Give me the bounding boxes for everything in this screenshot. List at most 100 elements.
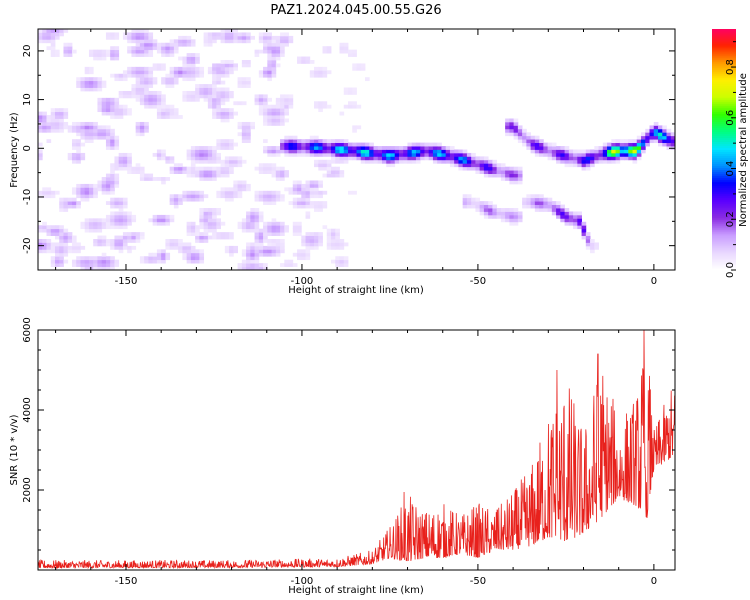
heat-cell bbox=[216, 221, 222, 226]
heat-cell bbox=[131, 239, 137, 243]
heat-cell bbox=[216, 156, 222, 161]
colorbar-step bbox=[712, 221, 736, 225]
heat-cell bbox=[195, 194, 200, 199]
heat-cell bbox=[250, 263, 255, 267]
heat-cell bbox=[38, 242, 43, 247]
heat-cell bbox=[50, 194, 56, 199]
heat-cell bbox=[335, 152, 340, 157]
heat-cell bbox=[46, 128, 52, 133]
heat-cell bbox=[369, 159, 374, 164]
heat-cell bbox=[199, 190, 205, 195]
heat-cell bbox=[156, 94, 162, 99]
heat-cell bbox=[224, 156, 230, 161]
heat-cell bbox=[127, 163, 132, 168]
heat-cell bbox=[207, 177, 213, 181]
heat-cell bbox=[178, 42, 183, 47]
heat-cell bbox=[127, 211, 132, 216]
heat-cell bbox=[71, 242, 77, 247]
heat-cell bbox=[161, 108, 166, 113]
heat-cell bbox=[84, 80, 90, 85]
heat-cell bbox=[322, 152, 328, 157]
heat-cell bbox=[169, 218, 175, 223]
heat-cell bbox=[118, 73, 124, 78]
heat-cell bbox=[326, 242, 332, 247]
heat-cell bbox=[322, 149, 328, 154]
heat-cell bbox=[505, 125, 510, 130]
heat-cell bbox=[161, 111, 166, 116]
heat-cell bbox=[207, 214, 213, 219]
heat-cell bbox=[267, 56, 272, 61]
heat-cell bbox=[173, 49, 179, 54]
heat-cell bbox=[556, 211, 561, 216]
heat-cell bbox=[509, 132, 515, 137]
heat-cell bbox=[326, 49, 332, 54]
heat-cell bbox=[411, 152, 417, 157]
heat-cell bbox=[305, 249, 311, 254]
heat-cell bbox=[492, 159, 498, 164]
heat-cell bbox=[182, 194, 188, 199]
heat-cell bbox=[161, 63, 166, 68]
heat-cell bbox=[190, 249, 196, 254]
heat-cell bbox=[42, 118, 47, 123]
heat-cell bbox=[114, 221, 120, 226]
heat-cell bbox=[101, 84, 107, 88]
heat-cell bbox=[76, 77, 81, 82]
heat-cell bbox=[658, 128, 663, 133]
heat-cell bbox=[662, 139, 667, 144]
heat-cell bbox=[326, 70, 332, 75]
heat-cell bbox=[267, 70, 272, 75]
heat-cell bbox=[190, 232, 196, 236]
heat-cell bbox=[59, 232, 64, 236]
heat-cell bbox=[560, 149, 565, 154]
heat-cell bbox=[254, 252, 260, 257]
heat-cell bbox=[199, 166, 205, 171]
heat-cell bbox=[356, 125, 362, 130]
heat-cell bbox=[424, 142, 430, 147]
heat-cell bbox=[267, 111, 272, 116]
heat-cell bbox=[182, 252, 188, 257]
heat-cell bbox=[517, 139, 523, 144]
heat-cell bbox=[488, 173, 493, 178]
heat-cell bbox=[229, 108, 234, 113]
heat-cell bbox=[271, 163, 277, 168]
heat-cell bbox=[144, 101, 149, 106]
heat-cell bbox=[390, 146, 396, 150]
heat-cell bbox=[556, 214, 561, 219]
heat-cell bbox=[471, 163, 476, 168]
heat-cell bbox=[50, 49, 56, 54]
heat-cell bbox=[348, 53, 353, 57]
heat-cell bbox=[63, 201, 69, 205]
heat-cell bbox=[76, 249, 81, 254]
heat-cell bbox=[258, 101, 264, 106]
heat-cell bbox=[195, 259, 200, 264]
heat-cell bbox=[348, 146, 353, 150]
heat-cell bbox=[152, 77, 158, 82]
heat-cell bbox=[195, 228, 200, 233]
heat-cell bbox=[292, 197, 298, 202]
heat-cell bbox=[275, 46, 281, 51]
colorbar-step bbox=[712, 135, 736, 138]
heat-cell bbox=[275, 42, 281, 47]
heat-cell bbox=[114, 159, 120, 164]
heat-cell bbox=[309, 187, 315, 192]
heat-cell bbox=[250, 256, 255, 261]
heat-cell bbox=[292, 183, 298, 188]
heat-cell bbox=[369, 152, 374, 157]
heat-cell bbox=[144, 35, 149, 40]
heat-cell bbox=[220, 63, 226, 68]
heat-cell bbox=[63, 42, 69, 47]
heat-cell bbox=[88, 190, 94, 195]
heat-cell bbox=[492, 163, 498, 168]
heat-cell bbox=[271, 115, 277, 119]
heat-cell bbox=[505, 218, 510, 223]
heat-cell bbox=[271, 35, 277, 40]
heat-cell bbox=[509, 128, 515, 133]
heat-cell bbox=[220, 235, 226, 240]
heat-cell bbox=[182, 59, 188, 64]
heat-cell bbox=[59, 204, 64, 209]
heat-cell bbox=[488, 211, 493, 216]
heat-cell bbox=[513, 211, 519, 216]
heat-cell bbox=[441, 146, 447, 150]
y-tick-label: 20 bbox=[22, 45, 33, 58]
heat-cell bbox=[220, 80, 226, 85]
